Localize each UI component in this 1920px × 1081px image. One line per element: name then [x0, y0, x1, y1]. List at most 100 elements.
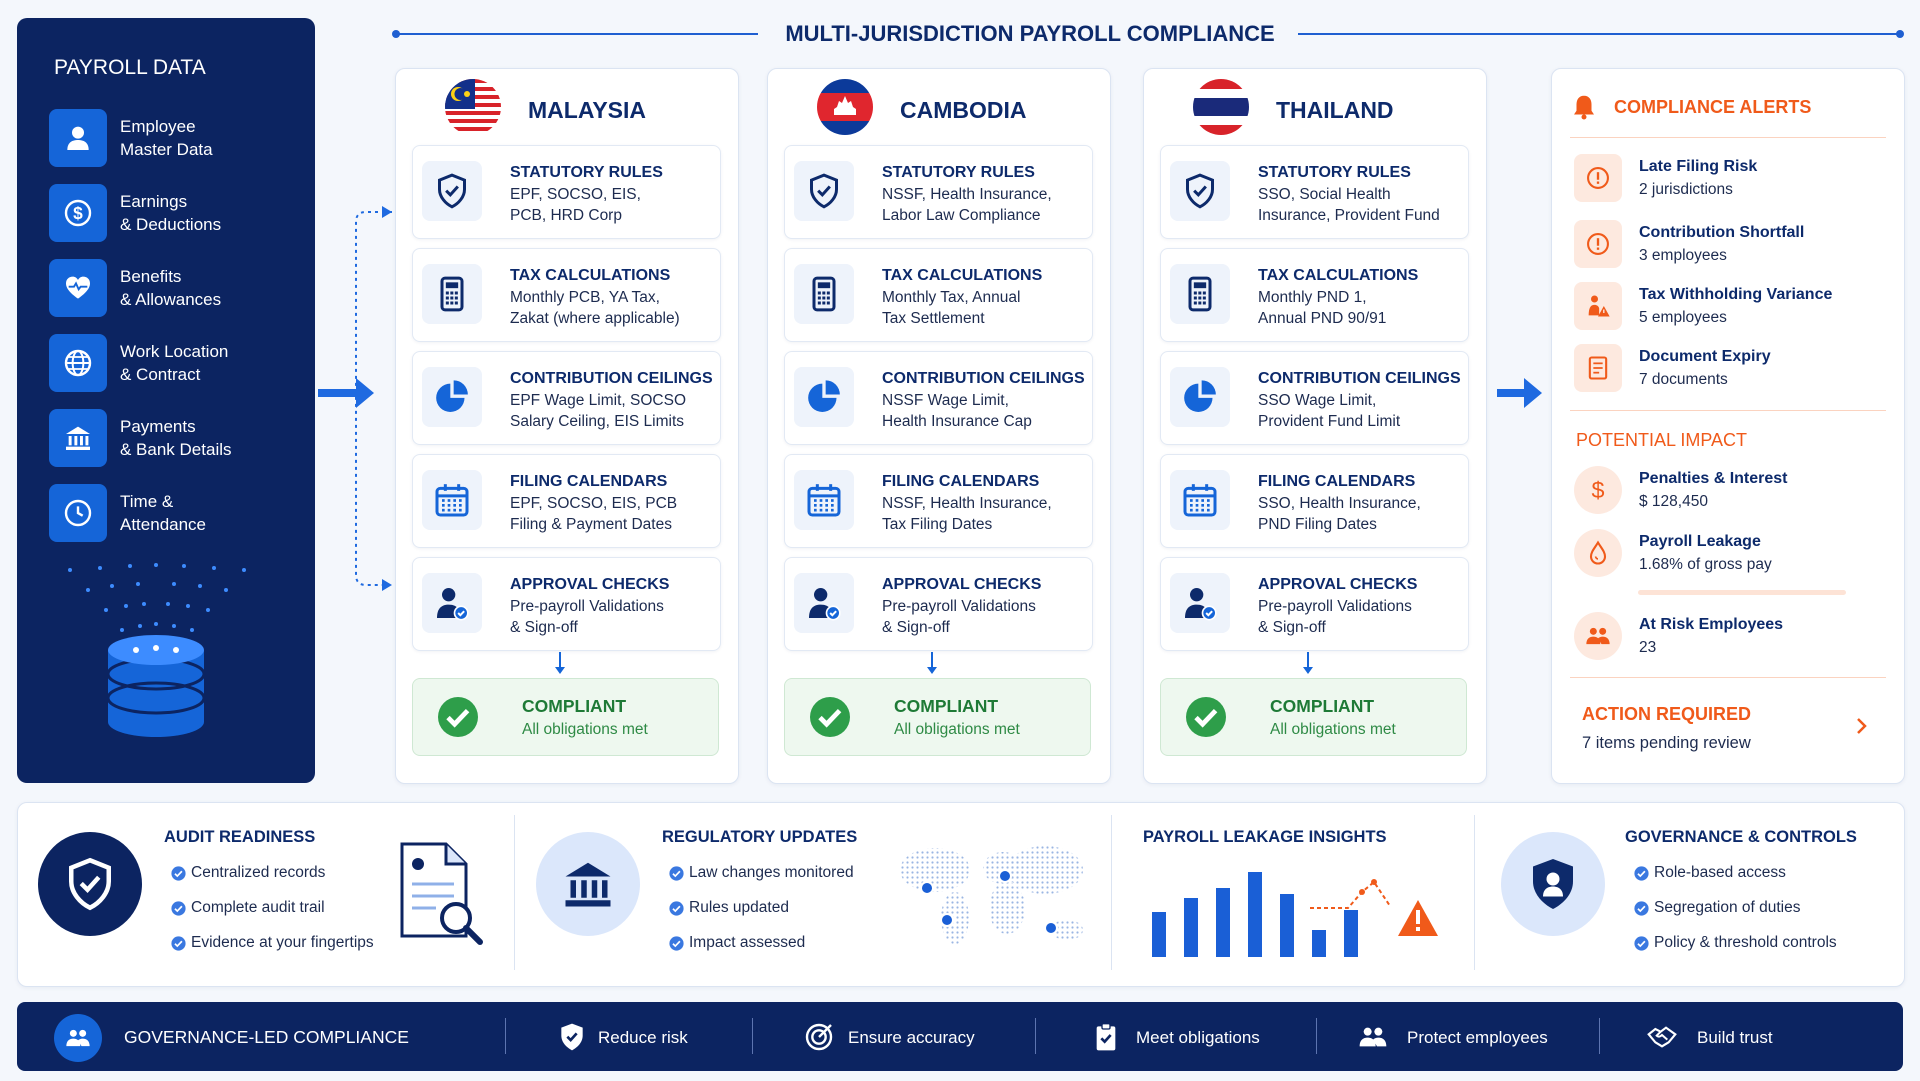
status-detail: All obligations met: [1270, 721, 1396, 738]
icon-part: [153, 645, 159, 651]
footer-item: Ensure accuracy: [848, 1028, 975, 1047]
icon-part: [1574, 95, 1594, 120]
icon-part: [1194, 708, 1218, 728]
icon-part: [581, 880, 587, 898]
icon-part: [66, 426, 90, 434]
icon-part: [1363, 1027, 1372, 1036]
icon-part: [1198, 291, 1202, 295]
check-detail: Annual PND 90/91: [1258, 310, 1387, 327]
icon-part: [1896, 30, 1904, 38]
icon-part: [454, 296, 458, 300]
icon-part: [1359, 1027, 1387, 1047]
alert-title: Late Filing Risk: [1639, 158, 1758, 175]
section-divider: [514, 815, 515, 970]
icon-part: [69, 1029, 77, 1037]
icon-part: [812, 276, 836, 312]
footer-divider: [1316, 1018, 1317, 1054]
icon-part: [1634, 866, 1649, 881]
check-icon: [1180, 377, 1220, 417]
check-icon: [1180, 480, 1220, 520]
icon-part: [812, 276, 836, 312]
icon-part: [66, 426, 90, 450]
jurisdiction-name: MALAYSIA: [528, 97, 646, 123]
icon-part: [442, 499, 445, 502]
icon-part: [814, 499, 817, 502]
footer-item: Protect employees: [1407, 1028, 1548, 1047]
icon-part: [110, 584, 114, 588]
icon-part: [79, 1029, 87, 1037]
icon-part: [69, 857, 111, 911]
icon-part: [900, 846, 1083, 944]
icon-part: [453, 504, 456, 507]
check-detail: Provident Fund Limit: [1258, 413, 1401, 430]
icon-part: [1186, 173, 1214, 209]
icon-part: [1193, 282, 1207, 289]
icon-part: [819, 508, 823, 512]
icon-part: [1193, 79, 1249, 89]
alert-detail: 5 employees: [1639, 309, 1727, 326]
icon-part: [79, 875, 101, 894]
icon-part: [1589, 540, 1607, 565]
icon-part: [459, 508, 462, 512]
item-icon: [62, 422, 94, 454]
icon-part: [1190, 588, 1204, 602]
icon-part: [136, 582, 140, 586]
icon-part: [74, 436, 78, 446]
check-icon: [432, 274, 472, 314]
icon-part: [435, 486, 469, 517]
check-title: STATUTORY RULES: [1258, 164, 1411, 181]
icon-part: [1193, 89, 1249, 98]
world-map: [900, 846, 1083, 944]
check-detail: Insurance, Provident Fund: [1258, 207, 1440, 224]
icon-part: [104, 608, 108, 612]
check-detail: Health Insurance Cap: [882, 413, 1032, 430]
check-detail: Monthly PND 1,: [1258, 289, 1367, 306]
icon-part: [1185, 588, 1217, 621]
icon-part: [447, 504, 451, 507]
icon-part: [453, 380, 468, 395]
insight-item: Complete audit trail: [191, 899, 325, 916]
alerts-title: COMPLIANCE ALERTS: [1614, 97, 1812, 117]
icon-part: [1634, 901, 1649, 916]
icon-part: [814, 588, 828, 602]
check-detail: EPF, SOCSO, EIS, PCB: [510, 495, 678, 512]
alert-detail: 3 employees: [1639, 247, 1727, 264]
section-divider: [1474, 815, 1475, 970]
icon-part: [447, 499, 451, 502]
icon-part: [1248, 872, 1262, 957]
icon-part: [154, 563, 158, 567]
item-icon: [62, 347, 94, 379]
check-title: APPROVAL CHECKS: [1258, 576, 1418, 593]
icon-part: [174, 870, 183, 878]
check-detail: Pre-payroll Validations: [1258, 598, 1412, 615]
item-icon: [62, 497, 94, 529]
icon-part: [591, 880, 598, 898]
icon-part: [85, 436, 89, 446]
icon-part: [1198, 301, 1202, 305]
icon-part: [941, 892, 969, 944]
icon-part: [1647, 1026, 1677, 1048]
icon-part: [555, 652, 565, 674]
footer-icon-box: [54, 1014, 102, 1062]
icon-part: [1637, 905, 1646, 913]
insight-item: Role-based access: [1654, 864, 1786, 881]
icon-part: [459, 499, 462, 502]
check-detail: Pre-payroll Validations: [510, 598, 664, 615]
icon-part: [447, 508, 451, 512]
check-detail: Tax Settlement: [882, 310, 985, 327]
icon-part: [555, 667, 565, 674]
check-detail: Filing & Payment Dates: [510, 516, 672, 533]
footer-title: GOVERNANCE-LED COMPLIANCE: [124, 1027, 409, 1047]
footer-item-icon: [1646, 1021, 1678, 1053]
impact-detail: 23: [1639, 639, 1657, 656]
icon-part: [1588, 295, 1610, 317]
icon-part: [1599, 627, 1607, 635]
icon-part: [1201, 499, 1204, 502]
header-rule: [392, 30, 1904, 38]
icon-part: [826, 301, 830, 305]
icon-part: [382, 206, 392, 218]
check-detail: Zakat (where applicable): [510, 310, 680, 327]
icon-part: [1587, 167, 1609, 189]
icon-part: [1207, 499, 1210, 502]
flow-arrow: [552, 652, 568, 676]
